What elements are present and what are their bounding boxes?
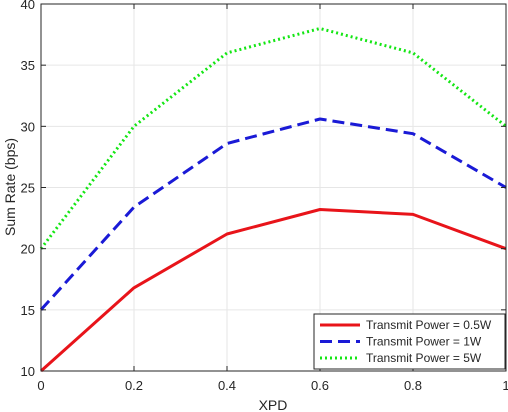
legend-label-3: Transmit Power = 5W bbox=[366, 351, 482, 365]
series-lines bbox=[39, 27, 507, 373]
legend: Transmit Power = 0.5W Transmit Power = 1W… bbox=[313, 313, 506, 370]
y-tick-label: 40 bbox=[21, 0, 35, 12]
series-line-3 bbox=[39, 27, 507, 250]
y-tick-label: 25 bbox=[21, 181, 35, 196]
x-tick-label: 0.8 bbox=[404, 378, 422, 393]
x-tick-label: 1 bbox=[502, 378, 508, 393]
y-tick-label: 15 bbox=[21, 303, 35, 318]
legend-label-2: Transmit Power = 1W bbox=[366, 335, 482, 349]
x-tick-label: 0.2 bbox=[125, 378, 143, 393]
x-tick-label: 0.6 bbox=[311, 378, 329, 393]
y-tick-label: 35 bbox=[21, 58, 35, 73]
x-axis-label: XPD bbox=[259, 397, 288, 412]
legend-label-1: Transmit Power = 0.5W bbox=[366, 318, 492, 332]
y-tick-label: 30 bbox=[21, 119, 35, 134]
series-line-1 bbox=[39, 208, 507, 373]
y-tick-label: 10 bbox=[21, 364, 35, 379]
y-axis-label: Sum Rate (bps) bbox=[2, 138, 18, 236]
x-tick-label: 0.4 bbox=[218, 378, 236, 393]
axis-ticks: 0 0.2 0.4 0.6 0.8 1 10 15 20 25 30 35 40 bbox=[21, 0, 508, 393]
x-tick-label: 0 bbox=[37, 378, 44, 393]
y-tick-label: 20 bbox=[21, 242, 35, 257]
grid-lines bbox=[40, 3, 507, 372]
series-line-2 bbox=[39, 117, 507, 311]
